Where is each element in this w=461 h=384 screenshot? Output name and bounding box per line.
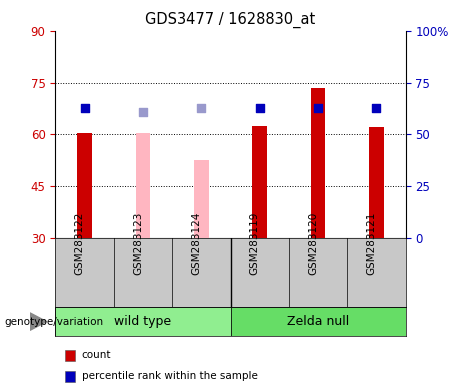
Text: GSM283120: GSM283120 xyxy=(308,212,318,275)
Bar xyxy=(230,307,406,336)
Text: genotype/variation: genotype/variation xyxy=(5,316,104,327)
Text: GSM283119: GSM283119 xyxy=(250,212,260,275)
Point xyxy=(314,106,322,112)
Point xyxy=(139,109,147,115)
Bar xyxy=(253,126,267,238)
Point xyxy=(256,106,263,112)
Text: GSM283121: GSM283121 xyxy=(366,212,377,275)
Bar xyxy=(77,132,92,238)
Text: GSM283123: GSM283123 xyxy=(133,212,143,275)
Bar xyxy=(136,132,150,238)
Text: GSM283122: GSM283122 xyxy=(75,212,84,275)
Text: percentile rank within the sample: percentile rank within the sample xyxy=(82,371,258,381)
Bar xyxy=(55,307,230,336)
Bar xyxy=(369,127,384,238)
Text: Zelda null: Zelda null xyxy=(287,315,349,328)
Point xyxy=(81,106,88,112)
Text: count: count xyxy=(82,350,111,360)
Point xyxy=(198,106,205,112)
Title: GDS3477 / 1628830_at: GDS3477 / 1628830_at xyxy=(145,12,316,28)
Bar xyxy=(311,88,325,238)
Bar xyxy=(194,161,208,238)
Text: GSM283124: GSM283124 xyxy=(191,212,201,275)
Polygon shape xyxy=(30,313,47,330)
Text: wild type: wild type xyxy=(114,315,171,328)
Point xyxy=(373,106,380,112)
